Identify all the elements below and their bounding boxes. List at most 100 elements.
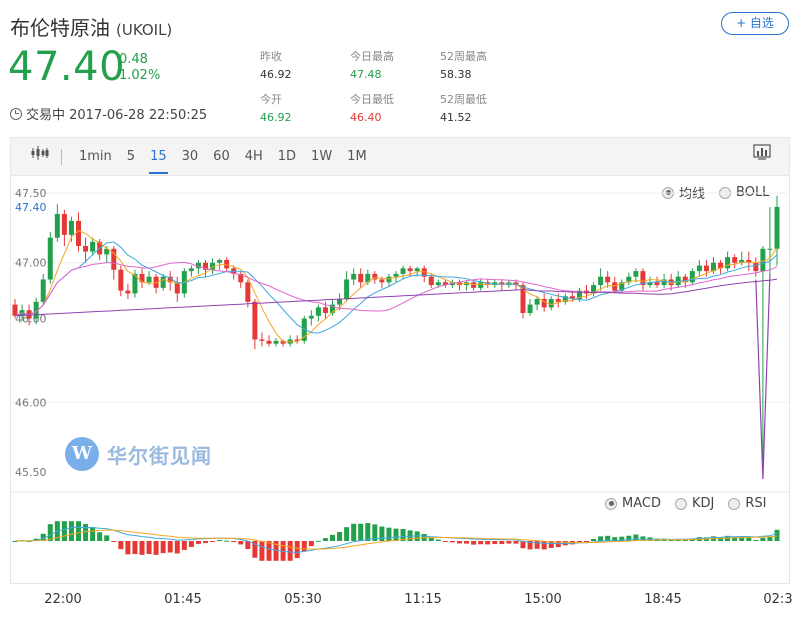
candle-body xyxy=(118,269,124,291)
macd-bar xyxy=(760,537,766,541)
macd-bar xyxy=(308,541,314,547)
candle-body xyxy=(167,276,173,283)
stat-prev-close: 昨收 46.92 xyxy=(260,48,292,81)
indicator-rsi-radio[interactable]: RSI xyxy=(728,496,766,511)
tab-1m[interactable]: 1M xyxy=(347,149,367,164)
stat-label: 今日最低 xyxy=(350,93,394,106)
macd-bar xyxy=(457,541,462,544)
candle-body xyxy=(195,262,201,269)
macd-bar xyxy=(132,541,138,555)
trading-status: 交易中 2017-06-28 22:50:25 xyxy=(10,104,207,123)
candle-body xyxy=(548,299,554,308)
indicator-macd-radio[interactable]: MACD xyxy=(605,496,661,511)
tab-1d[interactable]: 1D xyxy=(277,149,297,164)
macd-bar xyxy=(90,527,96,541)
spike-line xyxy=(755,273,771,480)
candle-body xyxy=(132,273,138,294)
macd-bar xyxy=(217,540,223,542)
stat-52w-high: 52周最高 58.38 xyxy=(440,48,487,81)
tab-1w[interactable]: 1W xyxy=(311,149,333,164)
candle-body xyxy=(104,248,110,255)
macd-bar xyxy=(40,533,46,541)
macd-bar xyxy=(245,541,251,549)
candle-body xyxy=(753,262,759,272)
candle-body xyxy=(640,271,646,286)
instrument-code: (UKOIL) xyxy=(116,21,173,39)
macd-bar xyxy=(612,537,618,541)
candle-body xyxy=(238,273,244,283)
candle-body xyxy=(386,276,392,283)
chart-container xyxy=(10,176,790,584)
stat-value: 46.40 xyxy=(350,111,382,124)
macd-bar xyxy=(351,523,357,541)
macd-bar xyxy=(259,541,265,561)
ma60-line xyxy=(14,278,778,317)
candle-body xyxy=(266,340,272,344)
candle-body xyxy=(435,282,441,286)
candle-body xyxy=(188,268,194,272)
candle-body xyxy=(675,276,681,286)
macd-bar xyxy=(231,541,237,543)
macd-bar xyxy=(315,540,321,542)
chart-type-candles-icon[interactable] xyxy=(11,138,57,175)
macd-bar xyxy=(26,540,32,542)
candle-body xyxy=(330,304,335,313)
macd-bar xyxy=(513,541,519,544)
stat-label: 52周最低 xyxy=(440,93,487,106)
x-tick-label: 01:45 xyxy=(164,592,201,607)
macd-bar xyxy=(471,541,477,545)
tab-60[interactable]: 60 xyxy=(213,149,230,164)
candle-body xyxy=(760,248,766,272)
macd-bar xyxy=(322,538,328,541)
macd-bar xyxy=(576,541,582,543)
candle-body xyxy=(654,282,660,286)
candle-body xyxy=(661,279,667,286)
macd-bar xyxy=(210,541,216,542)
candle-body xyxy=(534,299,540,305)
macd-bar xyxy=(464,541,470,544)
radio-selected-icon xyxy=(605,497,617,510)
fullscreen-chart-icon[interactable] xyxy=(746,138,790,175)
tab-15[interactable]: 15 xyxy=(143,138,175,175)
candle-body xyxy=(718,262,724,269)
macd-bar xyxy=(541,541,547,550)
candle-body xyxy=(372,273,378,280)
indicator-kdj-radio[interactable]: KDJ xyxy=(674,496,714,511)
candle-body xyxy=(407,268,413,272)
macd-bar xyxy=(153,541,159,555)
tab-30[interactable]: 30 xyxy=(181,149,199,164)
candle-body xyxy=(379,279,385,283)
stat-label: 昨收 xyxy=(260,50,282,63)
macd-bar xyxy=(287,541,293,561)
macd-bar xyxy=(330,534,335,541)
macd-bar xyxy=(774,529,780,541)
macd-bar xyxy=(492,541,498,544)
watermark-logo-icon: W xyxy=(65,437,99,471)
price-change: 0.48 1.02% xyxy=(119,52,160,84)
tab-1min[interactable]: 1min xyxy=(79,149,112,164)
candle-body xyxy=(315,307,321,316)
last-price: 47.40 xyxy=(8,44,126,90)
candle-body xyxy=(725,257,731,269)
macd-bar xyxy=(732,536,738,541)
candle-body xyxy=(689,271,695,283)
macd-dif-line xyxy=(14,526,778,553)
tab-4h[interactable]: 4H xyxy=(244,149,263,164)
macd-bar xyxy=(83,524,89,541)
macd-bar xyxy=(365,523,371,541)
macd-bar xyxy=(598,536,604,541)
candle-body xyxy=(203,262,208,270)
candle-body xyxy=(252,301,258,340)
macd-bar xyxy=(746,537,752,541)
macd-bar xyxy=(301,541,307,552)
macd-bar xyxy=(485,541,491,545)
candle-body xyxy=(111,248,117,270)
candle-body xyxy=(68,220,74,235)
watermark: W 华尔街见闻 xyxy=(65,437,212,471)
tab-5[interactable]: 5 xyxy=(126,149,136,164)
macd-bar xyxy=(266,541,272,561)
add-to-watchlist-button[interactable]: + 自选 xyxy=(721,12,789,35)
candle-body xyxy=(322,307,328,313)
macd-bar xyxy=(238,541,244,545)
